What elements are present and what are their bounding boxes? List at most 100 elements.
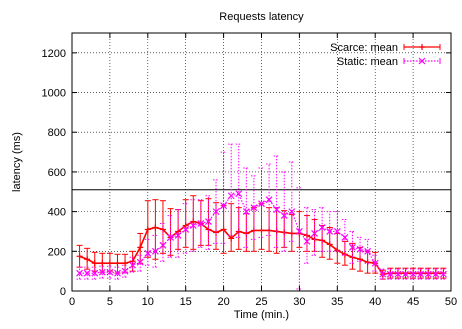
x-tick-label: 5	[107, 296, 113, 308]
marker-stroke	[235, 190, 243, 198]
y-tick-label: 0	[60, 286, 66, 298]
data-point	[364, 247, 372, 255]
data-point	[98, 268, 106, 276]
data-point	[258, 200, 265, 208]
y-tick-label: 1200	[42, 48, 66, 60]
marker-stroke	[129, 261, 137, 269]
marker-stroke	[417, 270, 425, 278]
data-point	[424, 270, 432, 278]
data-point	[318, 224, 326, 231]
data-point	[417, 270, 425, 278]
x-tick-label: 20	[217, 296, 229, 308]
data-point	[137, 244, 144, 251]
data-point	[280, 212, 288, 220]
marker-stroke	[144, 249, 152, 257]
marker-stroke	[121, 267, 129, 275]
marker-stroke	[364, 247, 372, 255]
marker-stroke	[197, 220, 205, 227]
x-tick-label: 0	[69, 296, 75, 308]
data-point	[205, 218, 212, 225]
data-point	[76, 269, 84, 277]
x-tick-label: 50	[445, 296, 457, 308]
data-point	[144, 249, 152, 257]
data-point	[432, 270, 440, 278]
marker-stroke	[424, 270, 432, 278]
data-point	[311, 230, 318, 237]
data-point	[356, 245, 364, 253]
data-point	[189, 222, 197, 229]
legend-sample-static	[403, 57, 441, 65]
marker-stroke	[386, 270, 394, 278]
x-tick-label: 45	[407, 296, 419, 308]
y-tick-label: 1000	[42, 88, 66, 100]
data-point	[265, 196, 273, 204]
marker-stroke	[151, 247, 159, 255]
data-point	[121, 267, 129, 275]
legend-label-scarce: Scarce: mean	[330, 42, 398, 54]
marker-stroke	[114, 269, 121, 277]
x-axis-label: Time (min.)	[234, 309, 289, 321]
marker-stroke	[212, 208, 220, 216]
marker-stroke	[159, 241, 167, 249]
grid	[72, 33, 451, 291]
data-point	[402, 270, 409, 278]
data-point	[303, 237, 311, 245]
data-point	[91, 260, 98, 267]
y-tick-label: 200	[48, 246, 66, 258]
marker-stroke	[250, 204, 258, 212]
marker-stroke	[182, 226, 190, 233]
y-tick-label: 800	[48, 127, 66, 139]
marker-stroke	[174, 232, 182, 239]
data-point	[129, 261, 137, 269]
marker-stroke	[371, 259, 379, 267]
marker-stroke	[136, 258, 144, 266]
data-point	[99, 260, 106, 267]
x-tick-label: 10	[142, 296, 154, 308]
data-point	[333, 228, 341, 235]
data-point	[228, 235, 235, 242]
data-point	[379, 270, 387, 278]
marker-stroke	[356, 245, 364, 253]
marker-stroke	[227, 192, 235, 200]
marker-stroke	[326, 228, 334, 235]
data-point	[197, 220, 205, 227]
data-point	[227, 192, 235, 200]
marker-stroke	[432, 270, 440, 278]
marker-stroke	[106, 268, 114, 276]
marker-stroke	[76, 269, 84, 277]
legend: Scarce: mean Static: mean	[330, 42, 441, 68]
data-point	[273, 206, 281, 214]
marker-stroke	[167, 233, 174, 241]
data-point	[295, 228, 303, 235]
data-point	[439, 270, 447, 278]
ticks: 0 5 10 15 20 25 30 35 40 45 50 0 200 400 600 800 1000 120…	[42, 33, 457, 308]
x-tick-label: 35	[331, 296, 343, 308]
data-point	[159, 241, 167, 249]
marker-stroke	[242, 208, 250, 216]
marker-stroke	[439, 270, 447, 278]
y-axis-label: latency (ms)	[11, 132, 23, 192]
data-point	[106, 268, 114, 276]
marker-stroke	[273, 206, 281, 214]
marker-stroke	[394, 270, 402, 278]
data-point	[371, 259, 379, 267]
x-tick-label: 25	[255, 296, 267, 308]
marker-stroke	[311, 230, 318, 237]
data-point	[84, 256, 91, 263]
marker-stroke	[265, 196, 273, 204]
marker-stroke	[220, 202, 228, 210]
data-point	[151, 247, 159, 255]
data-point	[152, 224, 159, 231]
chart-title: Requests latency	[219, 11, 304, 23]
data-point	[386, 270, 394, 278]
data-point	[167, 233, 174, 241]
data-point	[76, 253, 83, 260]
marker-stroke	[295, 228, 303, 235]
data-point	[114, 260, 121, 267]
marker-stroke	[379, 270, 387, 278]
marker-stroke	[98, 268, 106, 276]
marker-stroke	[83, 269, 91, 277]
data-point	[409, 270, 417, 278]
y-tick-label: 600	[48, 167, 66, 179]
